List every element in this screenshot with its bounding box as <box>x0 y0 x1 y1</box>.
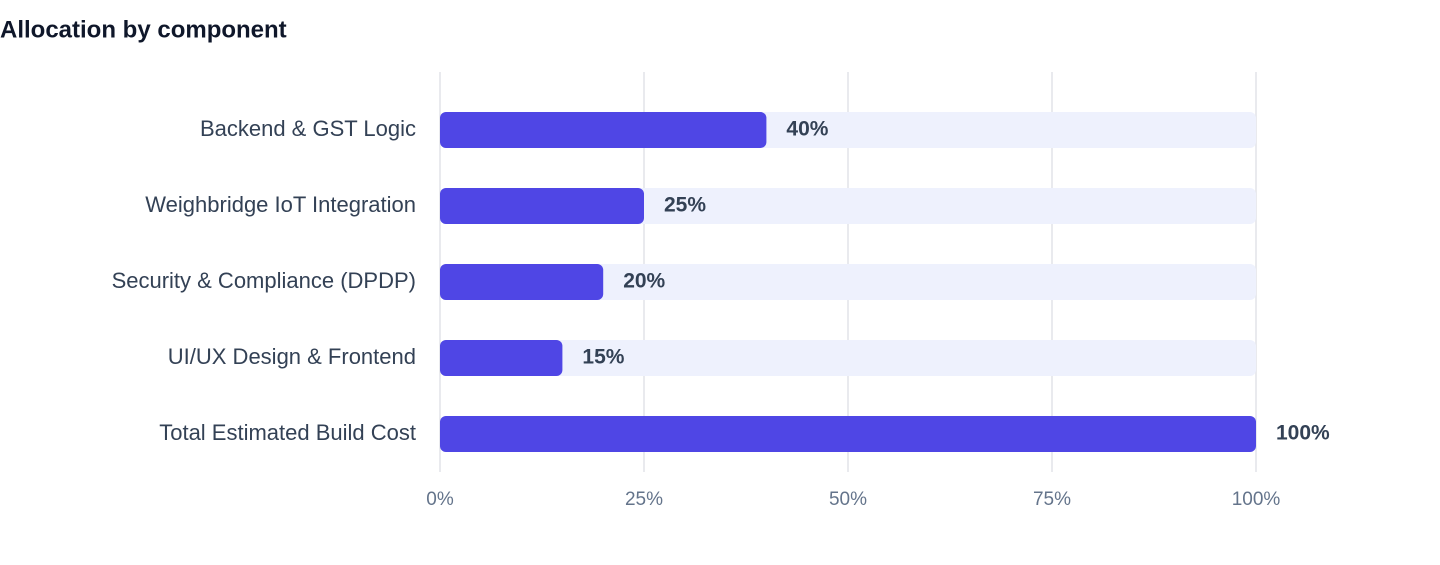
value-label: 20% <box>623 270 665 293</box>
bar <box>440 264 604 300</box>
x-tick-label: 50% <box>829 489 867 510</box>
bar-track <box>440 340 1256 376</box>
y-tick-label: Total Estimated Build Cost <box>159 420 416 445</box>
bar <box>440 188 644 224</box>
value-label: 40% <box>786 118 828 141</box>
bar <box>440 416 1256 452</box>
x-tick-label: 0% <box>426 489 454 510</box>
chart-title: Allocation by component <box>0 16 287 43</box>
bar-track <box>440 264 1256 300</box>
value-label: 15% <box>582 346 624 369</box>
value-label: 25% <box>664 194 706 217</box>
x-tick-label: 25% <box>625 489 663 510</box>
y-tick-label: Weighbridge IoT Integration <box>145 192 416 217</box>
bar <box>440 340 563 376</box>
bar <box>440 112 767 148</box>
y-tick-label: Security & Compliance (DPDP) <box>112 268 416 293</box>
x-tick-label: 100% <box>1232 489 1281 510</box>
x-tick-label: 75% <box>1033 489 1071 510</box>
value-label: 100% <box>1276 422 1330 445</box>
y-tick-label: Backend & GST Logic <box>200 116 416 141</box>
y-tick-label: UI/UX Design & Frontend <box>168 344 416 369</box>
